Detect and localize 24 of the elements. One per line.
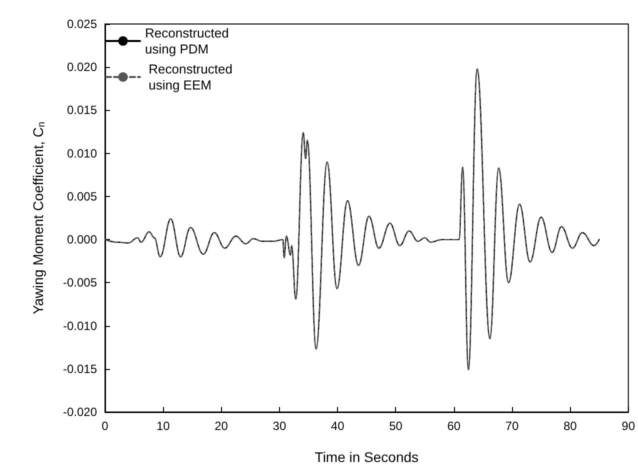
x-tick-label: 50: [389, 419, 403, 433]
x-tick-label: 80: [564, 419, 578, 433]
x-axis-title: Time in Seconds: [314, 449, 419, 465]
y-tick-label: 0.010: [66, 146, 98, 160]
y-tick-label: 0.000: [66, 232, 98, 247]
x-tick-label: 0: [102, 419, 109, 433]
y-tick-label: 0.020: [66, 60, 98, 74]
y-tick-label: -0.015: [62, 362, 98, 376]
y-tick-label: 0.025: [66, 17, 98, 31]
legend-label: Reconstructed using PDM: [145, 26, 229, 56]
y-tick-label: -0.005: [62, 276, 98, 290]
x-tick-label: 70: [505, 419, 520, 433]
legend-label: Reconstructed using EEM: [145, 62, 232, 92]
x-tick-label: 60: [447, 419, 461, 433]
x-tick-label: 10: [156, 419, 170, 433]
x-tick-label: 30: [272, 419, 286, 433]
y-axis-title: Yawing Moment Coefficient, Cn: [30, 122, 48, 314]
x-tick-label: 40: [330, 419, 345, 433]
y-tick-label: -0.020: [62, 405, 98, 419]
y-tick-label: -0.010: [62, 318, 98, 333]
x-tick-label: 20: [214, 419, 228, 433]
y-tick-label: 0.015: [66, 103, 98, 118]
x-tick-label: 90: [622, 419, 636, 433]
y-tick-label: 0.005: [66, 189, 98, 204]
